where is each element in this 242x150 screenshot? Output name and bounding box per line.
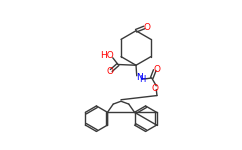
Text: N: N xyxy=(136,74,143,82)
Text: O: O xyxy=(154,64,161,74)
Text: O: O xyxy=(144,23,151,32)
Text: H: H xyxy=(139,75,146,84)
Text: O: O xyxy=(152,84,159,93)
Text: HO: HO xyxy=(100,51,114,60)
Text: O: O xyxy=(106,68,113,76)
